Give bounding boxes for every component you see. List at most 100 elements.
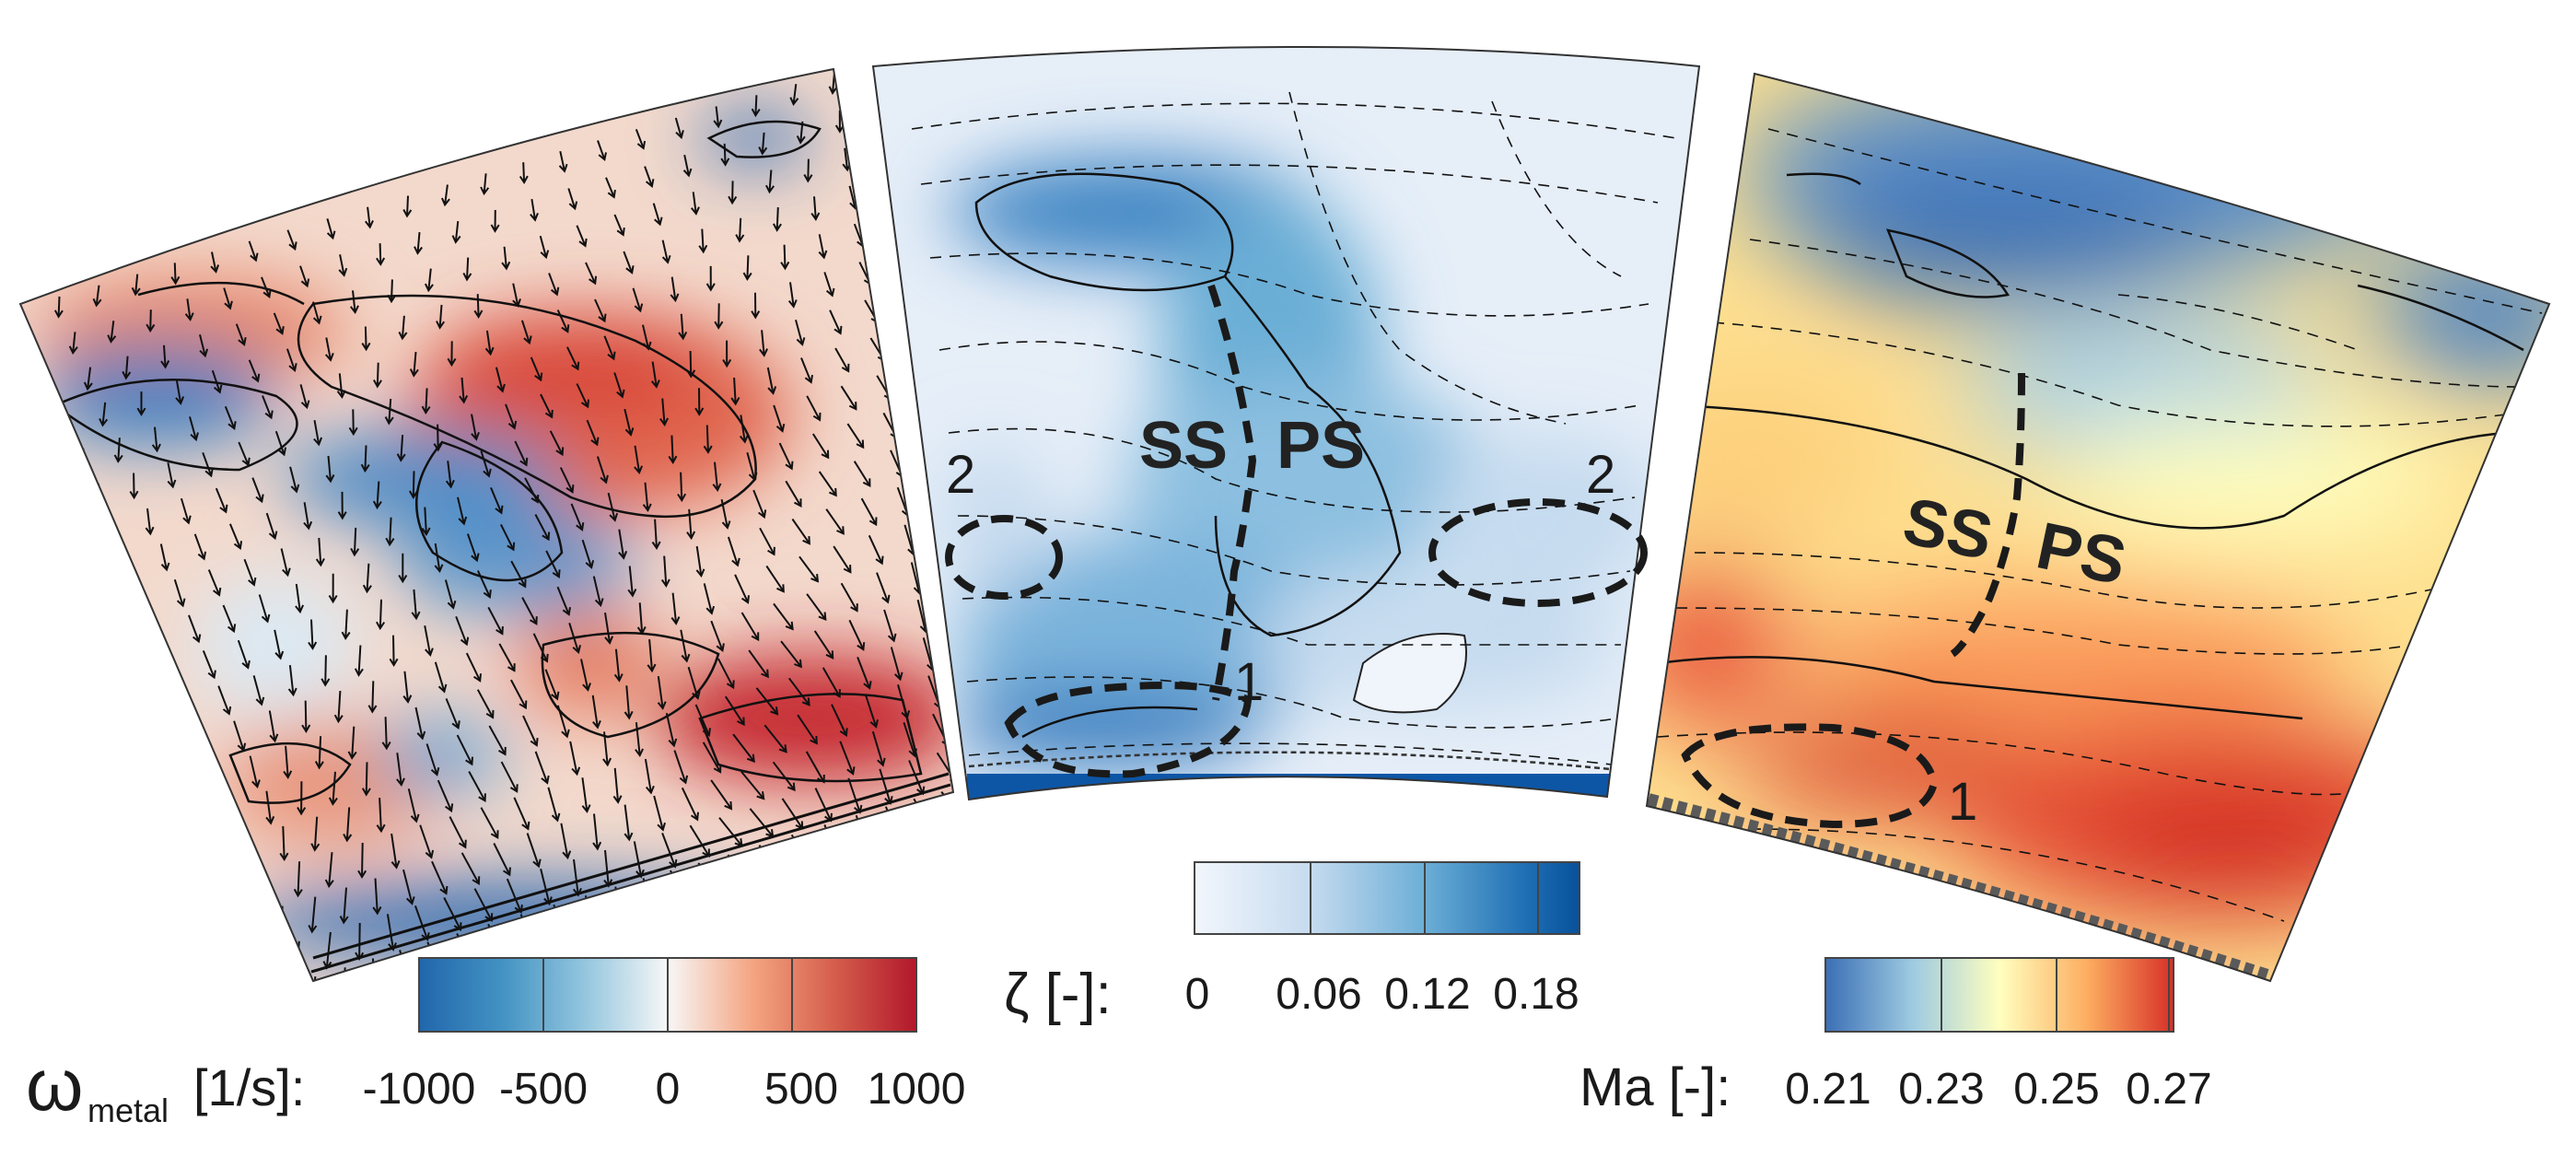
velocity-vector bbox=[379, 798, 382, 832]
velocity-vector bbox=[633, 841, 643, 877]
velocity-vector bbox=[304, 700, 308, 732]
velocity-vector bbox=[903, 721, 916, 756]
velocity-vector bbox=[755, 687, 778, 715]
mach-panel: SS PS 1 bbox=[1645, 72, 2551, 983]
velocity-vector bbox=[840, 582, 858, 612]
velocity-vector-head bbox=[558, 163, 568, 173]
velocity-vector-head bbox=[371, 988, 379, 995]
velocity-vector-head bbox=[219, 504, 228, 514]
velocity-vector-head bbox=[219, 788, 228, 798]
velocity-vector-head bbox=[519, 457, 529, 467]
velocity-vector-head bbox=[434, 564, 444, 574]
velocity-vector-head bbox=[283, 770, 293, 779]
velocity-vector bbox=[705, 425, 709, 453]
velocity-vector bbox=[243, 558, 255, 586]
velocity-vector bbox=[49, 378, 53, 401]
vorticity-panel bbox=[18, 67, 955, 995]
velocity-vector-head bbox=[585, 560, 595, 569]
velocity-vector bbox=[238, 441, 250, 466]
velocity-vector-head bbox=[580, 399, 589, 409]
velocity-vector-head bbox=[634, 465, 644, 475]
velocity-vector bbox=[237, 639, 250, 669]
velocity-vector-head bbox=[568, 201, 578, 211]
velocity-vector bbox=[844, 147, 849, 170]
velocity-vector bbox=[833, 545, 852, 573]
velocity-vector-head bbox=[160, 562, 170, 572]
velocity-vector bbox=[407, 788, 418, 822]
velocity-vector-head bbox=[612, 795, 623, 804]
velocity-vector bbox=[623, 251, 634, 274]
velocity-vector-head bbox=[507, 420, 518, 430]
velocity-vector bbox=[800, 357, 812, 383]
velocity-vector-head bbox=[388, 942, 397, 952]
velocity-vector-head bbox=[175, 396, 185, 405]
velocity-vector bbox=[510, 560, 527, 588]
velocity-vector-head bbox=[151, 443, 161, 453]
velocity-vector-head bbox=[767, 386, 777, 395]
velocity-vector-head bbox=[716, 643, 725, 653]
velocity-vector bbox=[285, 745, 289, 778]
velocity-vector bbox=[761, 132, 765, 154]
velocity-vector-head bbox=[188, 716, 198, 726]
velocity-vector-head bbox=[551, 812, 561, 823]
velocity-vector bbox=[526, 833, 540, 867]
velocity-vector-head bbox=[462, 272, 472, 282]
velocity-vector bbox=[687, 666, 699, 699]
velocity-vector-head bbox=[224, 300, 233, 310]
velocity-vector-head bbox=[861, 843, 870, 853]
velocity-vector-head bbox=[660, 578, 670, 588]
velocity-vector-head bbox=[437, 683, 448, 694]
velocity-vector-head bbox=[598, 313, 607, 323]
velocity-vector-head bbox=[751, 310, 761, 320]
velocity-vector bbox=[805, 751, 825, 783]
velocity-vector-head bbox=[821, 450, 830, 460]
velocity-vector bbox=[748, 649, 769, 678]
velocity-vector bbox=[341, 967, 346, 981]
velocity-vector-head bbox=[521, 821, 530, 831]
velocity-vector bbox=[576, 383, 589, 408]
velocity-vector bbox=[500, 761, 519, 792]
velocity-vector bbox=[596, 456, 608, 484]
velocity-vector-head bbox=[543, 896, 553, 906]
velocity-vector-head bbox=[264, 410, 274, 420]
velocity-vector bbox=[539, 235, 547, 258]
velocity-vector-head bbox=[561, 324, 570, 333]
loss-coefficient-panel: SS PS 1 2 2 bbox=[871, 46, 1701, 801]
velocity-vector-head bbox=[170, 275, 181, 286]
velocity-vector-head bbox=[411, 611, 421, 621]
velocity-vector bbox=[233, 720, 245, 751]
velocity-vector-head bbox=[227, 421, 237, 431]
velocity-vector bbox=[154, 426, 158, 451]
velocity-vector bbox=[403, 671, 409, 703]
velocity-vector bbox=[922, 637, 934, 671]
velocity-vector-head bbox=[540, 653, 549, 663]
velocity-vector bbox=[625, 685, 631, 718]
velocity-vector bbox=[437, 424, 439, 450]
velocity-vector-head bbox=[825, 650, 834, 660]
velocity-vector-head bbox=[376, 621, 386, 631]
velocity-vector-head bbox=[773, 223, 782, 232]
velocity-vector-head bbox=[530, 495, 540, 504]
velocity-vector bbox=[553, 905, 561, 941]
velocity-vector bbox=[559, 467, 574, 493]
velocity-vector-head bbox=[313, 437, 323, 447]
velocity-vector bbox=[457, 496, 465, 524]
velocity-vector-head bbox=[624, 710, 634, 720]
velocity-vector-head bbox=[833, 689, 841, 698]
velocity-vector-head bbox=[862, 478, 871, 488]
velocity-vector-head bbox=[160, 360, 170, 369]
velocity-vector bbox=[485, 330, 492, 355]
velocity-vector bbox=[217, 685, 230, 715]
velocity-vector-head bbox=[458, 839, 467, 849]
velocity-vector-head bbox=[343, 833, 353, 843]
velocity-vector-head bbox=[277, 934, 287, 943]
velocity-vector-head bbox=[578, 238, 588, 248]
velocity-vector bbox=[746, 255, 750, 280]
velocity-vector-head bbox=[251, 779, 261, 788]
velocity-vector-head bbox=[756, 791, 765, 800]
mach-tick: 0.21 bbox=[1785, 1065, 1871, 1114]
velocity-vector-head bbox=[447, 357, 457, 368]
velocity-vector bbox=[343, 887, 347, 923]
velocity-vector-head bbox=[92, 298, 102, 308]
velocity-vector bbox=[559, 150, 565, 172]
